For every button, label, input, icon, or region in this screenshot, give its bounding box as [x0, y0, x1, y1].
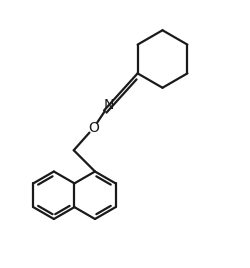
- Text: N: N: [104, 98, 114, 112]
- Text: O: O: [88, 121, 99, 135]
